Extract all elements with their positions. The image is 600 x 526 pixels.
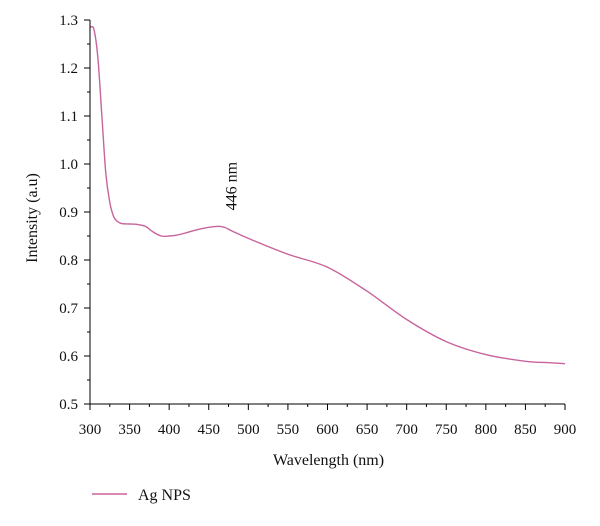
y-axis-title: Intensity (a.u) [24, 173, 41, 263]
legend-label: Ag NPS [138, 487, 191, 504]
y-tick-label: 1.1 [59, 109, 78, 125]
y-tick-label: 1.0 [59, 157, 78, 173]
x-tick-label: 450 [198, 422, 221, 438]
x-tick-label: 300 [79, 422, 102, 438]
y-tick-label: 0.6 [59, 349, 78, 365]
series-group [89, 25, 566, 365]
x-tick-label: 600 [316, 422, 339, 438]
x-tick-label: 850 [514, 422, 537, 438]
y-tick-label: 0.8 [59, 253, 78, 269]
x-tick-label: 350 [118, 422, 141, 438]
x-tick-label: 900 [554, 422, 577, 438]
x-tick-label: 800 [475, 422, 498, 438]
y-tick-label: 0.9 [59, 205, 78, 221]
y-tick-label: 0.7 [59, 301, 78, 317]
legend: Ag NPS [92, 487, 191, 504]
y-tick-label: 1.3 [59, 13, 78, 29]
y-tick-label: 0.5 [59, 397, 78, 413]
x-tick-label: 700 [395, 422, 418, 438]
x-tick-label: 650 [356, 422, 379, 438]
y-tick-label: 1.2 [59, 61, 78, 77]
peak-annotation: 446 nm [224, 161, 241, 210]
x-tick-label: 500 [237, 422, 260, 438]
y-axis-ticks: 0.5 0.6 0.7 0.8 0.9 1.0 1.1 1.2 1.3 [59, 13, 90, 413]
x-axis-ticks: 300 350 400 450 500 550 600 650 700 750 800 850 900 [79, 404, 577, 438]
x-tick-label: 400 [158, 422, 181, 438]
x-axis-title: Wavelength (nm) [273, 452, 384, 469]
x-tick-label: 550 [277, 422, 300, 438]
series-line-ag-nps [89, 25, 566, 365]
x-tick-label: 750 [435, 422, 458, 438]
